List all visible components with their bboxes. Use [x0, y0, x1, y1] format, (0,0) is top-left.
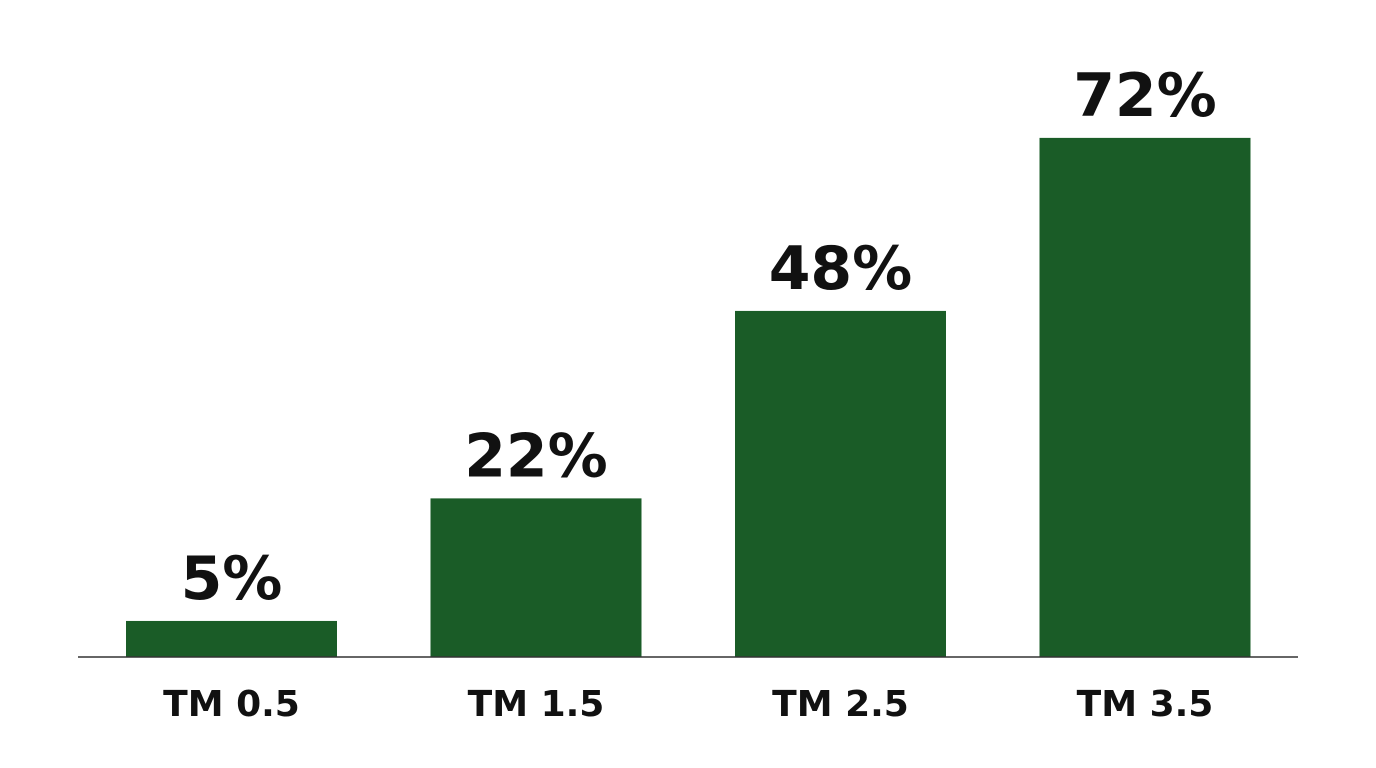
bar	[126, 620, 337, 657]
x-tick-label: TM 0.5	[163, 684, 300, 725]
value-label: 22%	[464, 421, 608, 491]
bar	[430, 498, 642, 657]
value-label: 48%	[769, 234, 913, 304]
bar	[1039, 137, 1251, 657]
x-tick-label: TM 1.5	[468, 684, 605, 725]
value-label: 5%	[181, 544, 283, 614]
x-tick-label: TM 2.5	[772, 684, 909, 725]
value-label: 72%	[1073, 61, 1217, 131]
bar	[735, 310, 946, 657]
x-tick-label: TM 3.5	[1077, 684, 1214, 725]
